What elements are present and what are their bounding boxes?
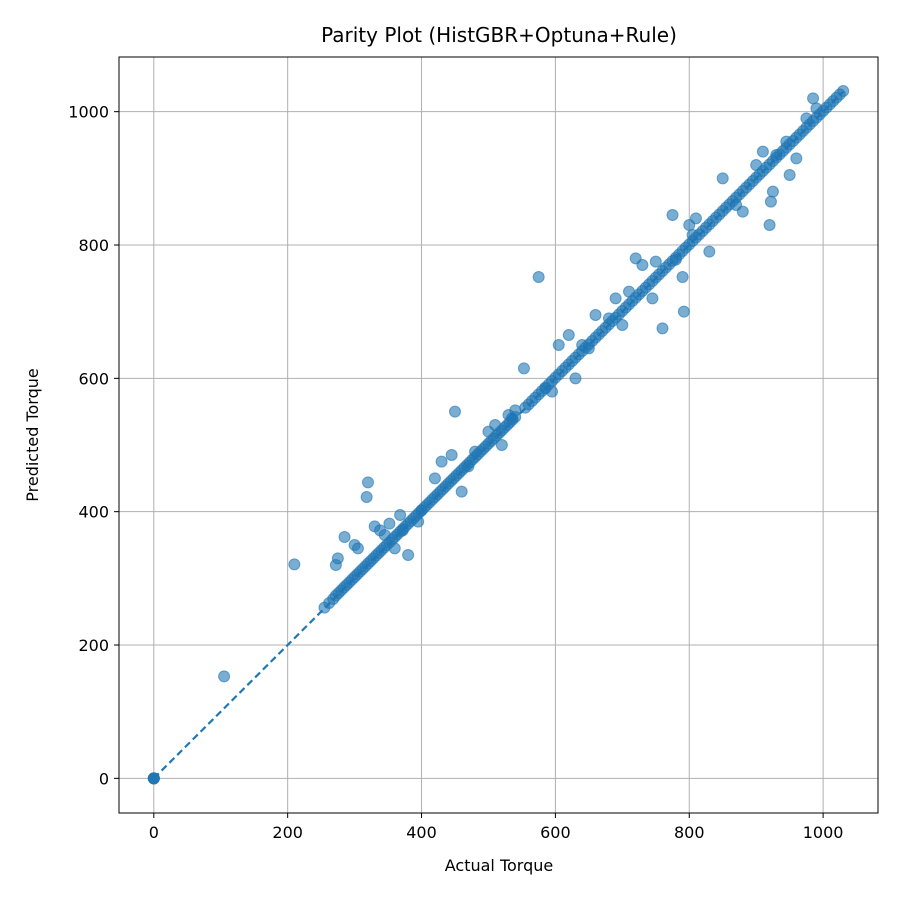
- y-tick-label: 1000: [68, 103, 109, 122]
- data-point: [469, 445, 482, 458]
- axis-ticks: 0 200 400 600 800 1000 0 200 400 600 800 1000: [68, 103, 843, 842]
- data-point: [736, 205, 749, 218]
- data-point: [646, 292, 659, 305]
- plot-frame: [118, 56, 879, 814]
- data-point: [716, 172, 729, 185]
- data-point: [616, 319, 629, 331]
- data-point: [489, 419, 502, 431]
- x-axis-label: Actual Torque: [445, 856, 554, 875]
- data-point: [800, 112, 813, 125]
- data-point: [396, 524, 409, 537]
- grid-lines: [119, 57, 878, 813]
- y-tick-label: 400: [78, 503, 109, 522]
- data-point: [763, 219, 776, 231]
- data-point: [677, 305, 690, 318]
- data-point: [750, 159, 763, 171]
- data-point: [689, 212, 702, 225]
- data-point: [546, 385, 559, 398]
- data-point: [412, 515, 425, 528]
- data-point: [764, 195, 777, 208]
- data-point: [790, 152, 803, 165]
- data-point: [649, 255, 662, 268]
- data-point: [388, 542, 401, 555]
- data-point: [462, 460, 475, 473]
- chart-title: Parity Plot (HistGBR+Optuna+Rule): [321, 23, 677, 47]
- data-point: [609, 292, 622, 305]
- y-tick-label: 800: [78, 236, 109, 255]
- data-point: [394, 509, 407, 521]
- data-point: [288, 558, 301, 571]
- data-point: [602, 312, 615, 325]
- scatter-points: [147, 85, 850, 785]
- data-point: [810, 102, 823, 115]
- data-point: [562, 329, 575, 341]
- data-point: [676, 271, 689, 283]
- x-tick-label: 0: [149, 823, 159, 842]
- data-point: [656, 322, 669, 335]
- data-point: [582, 342, 595, 355]
- data-point: [569, 372, 582, 385]
- data-point: [509, 404, 522, 417]
- data-point: [780, 135, 793, 148]
- data-point: [415, 504, 428, 517]
- data-point: [837, 85, 850, 97]
- data-point: [455, 485, 468, 498]
- y-tick-label: 600: [78, 369, 109, 388]
- data-point: [428, 472, 441, 485]
- x-tick-label: 200: [272, 823, 303, 842]
- data-point: [361, 476, 374, 489]
- data-point: [495, 439, 508, 451]
- data-point: [218, 670, 231, 683]
- data-point: [331, 552, 344, 565]
- data-point: [448, 405, 461, 418]
- data-point: [766, 185, 779, 198]
- x-tick-label: 1000: [803, 823, 844, 842]
- data-point: [445, 449, 458, 461]
- data-point: [360, 491, 373, 503]
- y-tick-label: 200: [78, 636, 109, 655]
- data-point: [532, 271, 545, 283]
- data-point: [666, 209, 679, 221]
- data-point: [147, 772, 160, 785]
- x-tick-label: 800: [674, 823, 705, 842]
- data-point: [378, 529, 391, 541]
- data-point: [351, 542, 364, 555]
- x-tick-label: 600: [540, 823, 571, 842]
- data-point: [686, 229, 699, 241]
- y-tick-label: 0: [99, 769, 109, 788]
- data-point: [552, 339, 565, 351]
- data-point: [770, 149, 783, 161]
- data-point: [783, 169, 796, 181]
- data-point: [589, 309, 602, 321]
- y-axis-label: Predicted Torque: [23, 368, 42, 501]
- x-tick-label: 400: [406, 823, 437, 842]
- data-point: [517, 362, 530, 375]
- data-point: [338, 531, 351, 543]
- data-point: [669, 253, 682, 266]
- data-point: [807, 92, 820, 105]
- data-point: [756, 145, 769, 158]
- data-point: [623, 285, 636, 298]
- data-point: [383, 517, 396, 530]
- data-point: [435, 455, 448, 468]
- data-point: [703, 245, 716, 258]
- data-point: [402, 549, 415, 561]
- data-point: [636, 259, 649, 271]
